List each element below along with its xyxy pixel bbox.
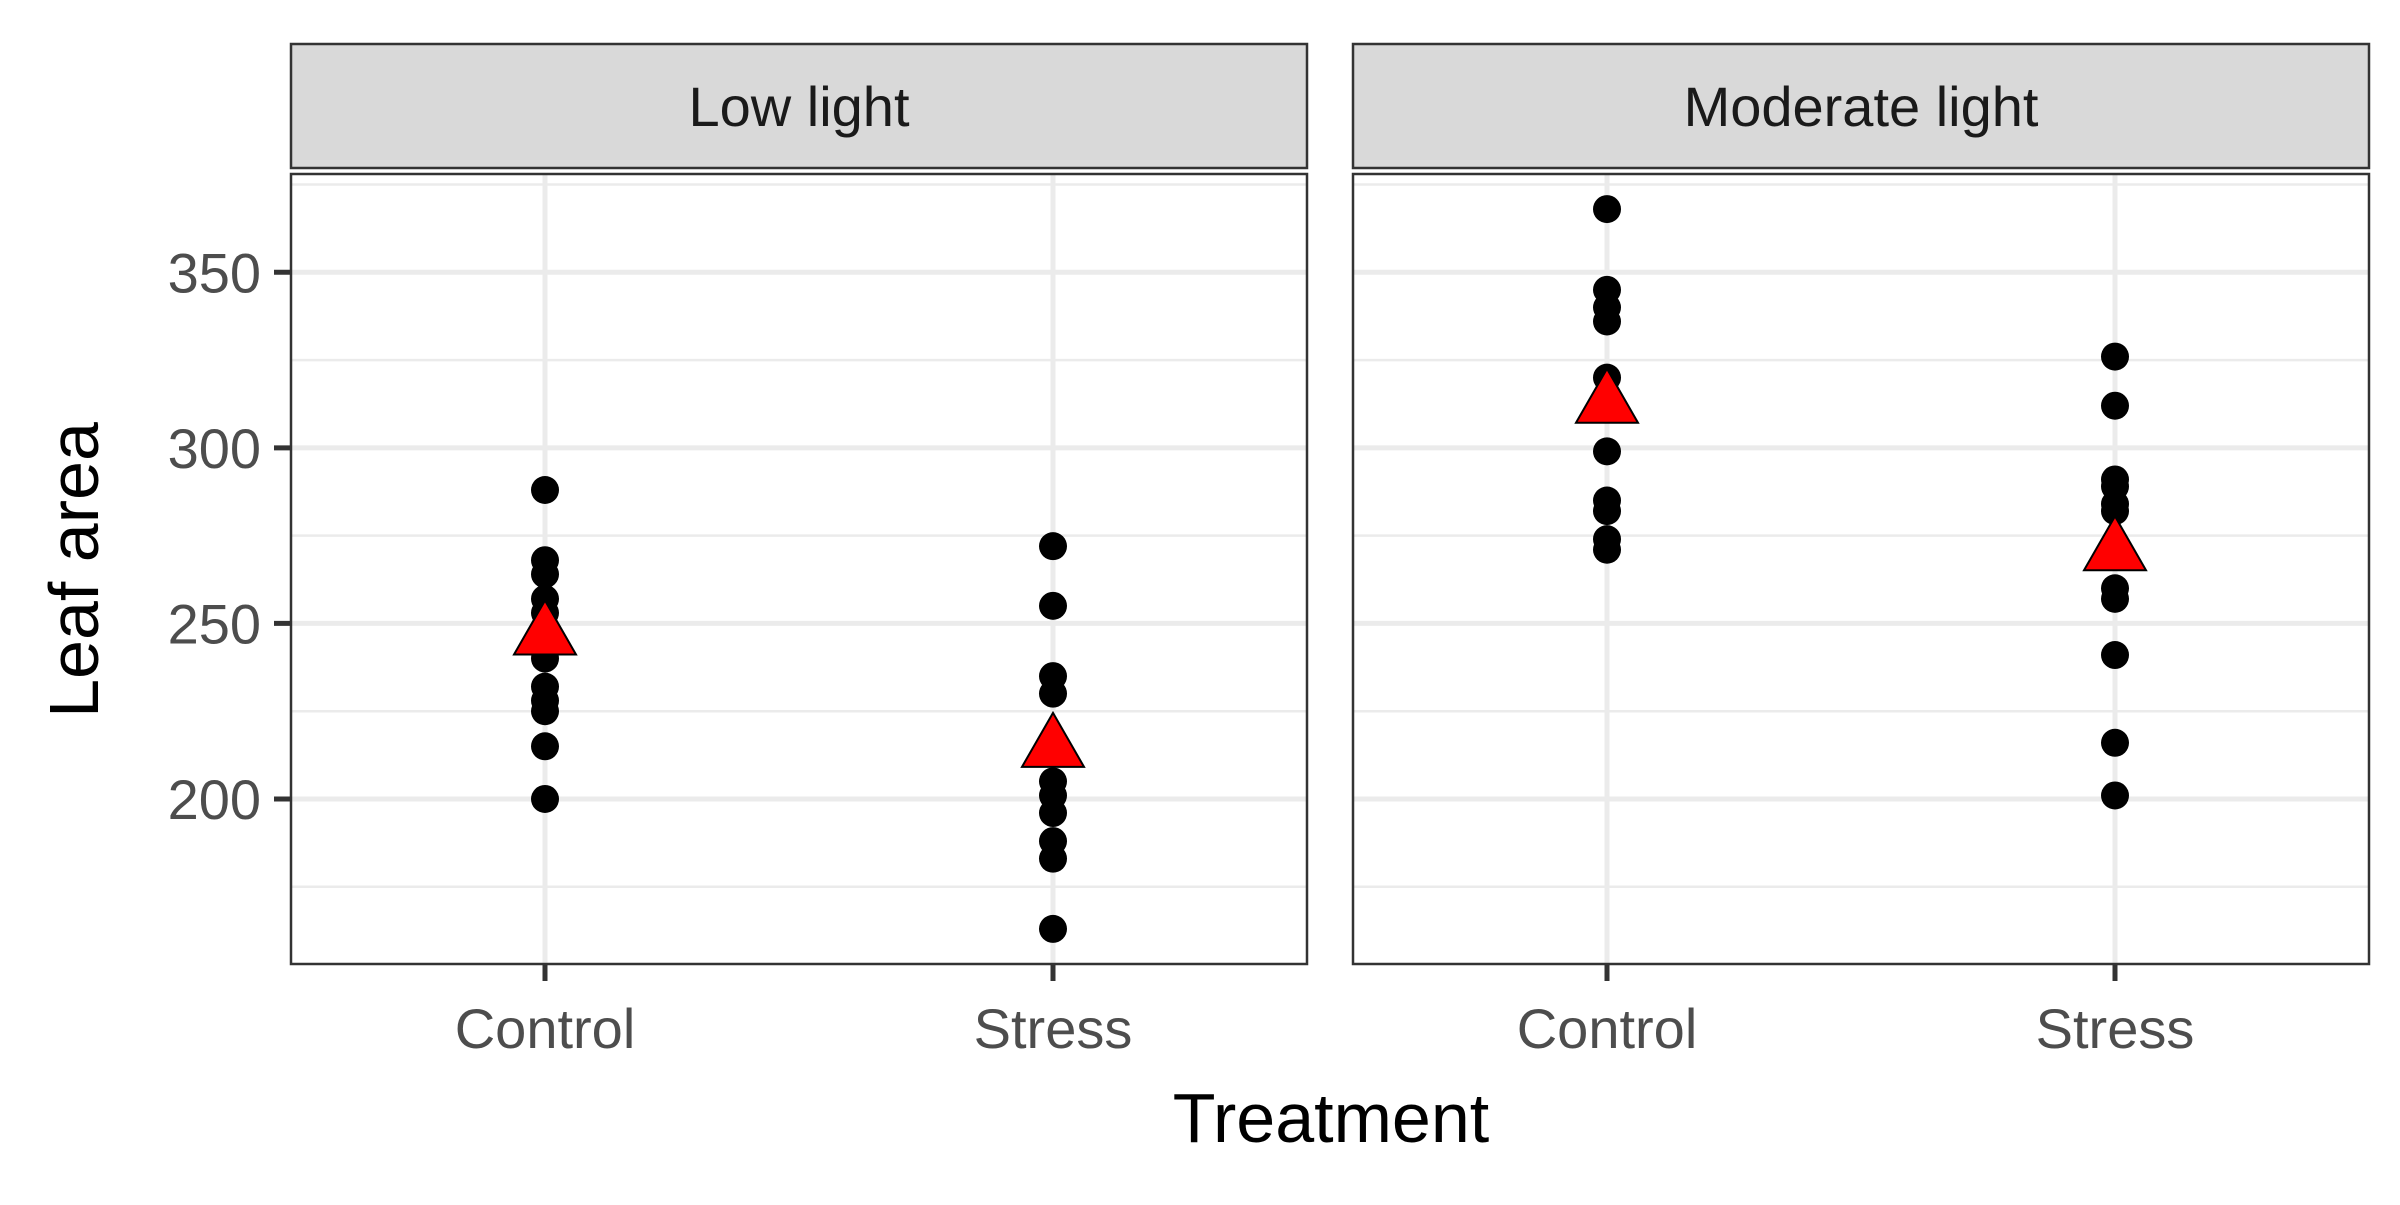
facet-strip-label: Moderate light — [1684, 75, 2039, 138]
mean-marker — [1574, 366, 1640, 424]
data-point — [1593, 307, 1621, 336]
y-axis-title: Leaf area — [35, 422, 113, 718]
y-tick-label: 350 — [168, 241, 261, 304]
data-point — [531, 784, 559, 813]
facet-strip — [1351, 42, 2371, 170]
data-point — [1593, 437, 1621, 466]
x-tick-label: Stress — [974, 997, 1133, 1060]
panel-background — [1353, 174, 2369, 964]
facet-panel-0: Low light Control Stress — [289, 42, 1309, 1060]
panel-border — [289, 172, 1309, 966]
data-point — [1039, 679, 1067, 708]
data-point — [531, 732, 559, 761]
panel-background — [291, 174, 1307, 964]
data-point — [2101, 391, 2129, 420]
data-point — [1593, 195, 1621, 224]
data-point — [2101, 641, 2129, 670]
data-point — [2101, 781, 2129, 810]
panel-border — [1351, 172, 2371, 966]
x-axis-title: Treatment — [1173, 1079, 1489, 1157]
y-tick-label: 300 — [168, 417, 261, 480]
data-point — [1039, 532, 1067, 561]
x-tick-label: Control — [455, 997, 636, 1060]
data-point — [1593, 497, 1621, 526]
data-point — [531, 476, 559, 504]
x-tick-label: Stress — [2036, 997, 2195, 1060]
data-point — [2101, 497, 2129, 526]
data-point — [2101, 342, 2129, 371]
data-point — [531, 560, 559, 589]
data-point — [1039, 914, 1067, 943]
data-point — [1593, 535, 1621, 564]
data-point — [2101, 584, 2129, 613]
y-tick-label: 250 — [168, 592, 261, 655]
data-point — [1039, 591, 1067, 620]
facet-strip-label: Low light — [688, 75, 909, 138]
data-point — [1039, 844, 1067, 873]
data-point — [2101, 728, 2129, 757]
data-point — [531, 697, 559, 726]
mean-marker — [1020, 710, 1086, 768]
facet-panel-1: Moderate light Control Stress — [1351, 42, 2371, 1060]
data-point — [1039, 799, 1067, 828]
facet-strip — [289, 42, 1309, 170]
mean-marker — [512, 598, 578, 656]
mean-marker — [2082, 514, 2148, 572]
x-tick-label: Control — [1517, 997, 1698, 1060]
y-tick-label: 200 — [168, 768, 261, 831]
